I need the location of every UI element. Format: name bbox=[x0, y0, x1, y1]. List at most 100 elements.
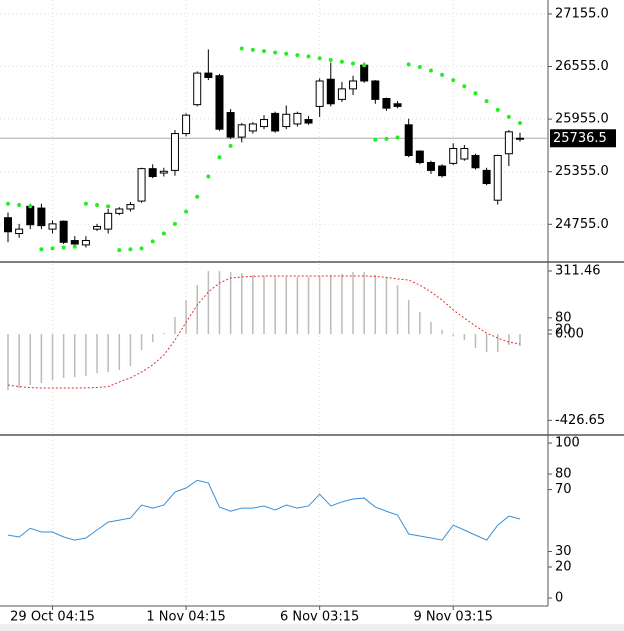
sar-dot bbox=[473, 91, 478, 96]
macd-bar bbox=[196, 285, 198, 335]
macd-bar bbox=[74, 334, 76, 378]
candle-body bbox=[326, 78, 335, 105]
candle-body bbox=[315, 80, 324, 107]
candle-body bbox=[226, 112, 235, 138]
macd-bar bbox=[374, 274, 377, 335]
macd-bar bbox=[218, 271, 221, 335]
last-price-label: 25736.5 bbox=[553, 131, 607, 146]
y-tick-label: -426.65 bbox=[555, 413, 605, 428]
macd-bar bbox=[285, 276, 288, 335]
sar-dot bbox=[462, 84, 467, 89]
y-tick-label: 80 bbox=[555, 467, 572, 482]
sar-dot bbox=[39, 247, 44, 252]
candle-body bbox=[59, 220, 68, 243]
macd-bar bbox=[207, 271, 210, 335]
macd-bar bbox=[274, 276, 276, 335]
candle-body bbox=[170, 133, 179, 171]
macd-bar bbox=[519, 334, 521, 346]
candle-body bbox=[70, 240, 79, 245]
y-tick-label: 0 bbox=[555, 591, 563, 606]
sar-dot bbox=[228, 143, 233, 148]
candle-body bbox=[516, 137, 524, 140]
sar-dot bbox=[328, 57, 333, 62]
y-tick-label: 30 bbox=[555, 544, 572, 559]
candle-body bbox=[137, 168, 146, 202]
sar-dot bbox=[262, 49, 266, 54]
sar-dot bbox=[451, 78, 456, 83]
scrollbar bbox=[0, 624, 624, 631]
rsi-line bbox=[7, 479, 521, 541]
x-tick-label: 29 Oct 04:15 bbox=[10, 610, 95, 625]
macd-bar bbox=[151, 334, 154, 343]
macd-bar bbox=[7, 334, 9, 391]
candle-body bbox=[81, 240, 90, 246]
macd-bar bbox=[419, 311, 421, 335]
macd-bar bbox=[185, 300, 187, 335]
sar-dot bbox=[106, 204, 111, 209]
macd-bar bbox=[474, 334, 477, 348]
candle-body bbox=[460, 147, 469, 160]
sar-dot bbox=[406, 62, 411, 67]
candle-body bbox=[493, 154, 502, 201]
sar-dot bbox=[72, 244, 77, 249]
sar-dot bbox=[395, 135, 400, 140]
candle-body bbox=[4, 217, 12, 233]
sar-dot bbox=[206, 174, 211, 179]
macd-bar bbox=[307, 276, 310, 335]
macd-bar bbox=[341, 273, 343, 335]
sar-dot bbox=[317, 56, 322, 61]
sar-dot bbox=[428, 68, 433, 73]
macd-bar bbox=[96, 334, 98, 374]
candle-body bbox=[204, 72, 213, 78]
sar-dot bbox=[161, 231, 166, 236]
macd-bar bbox=[40, 334, 43, 383]
candle-body bbox=[304, 119, 313, 124]
sar-dot bbox=[295, 53, 300, 58]
y-tick-label: 80 bbox=[555, 310, 572, 325]
macd-bar bbox=[163, 333, 165, 335]
y-tick-label: 100 bbox=[555, 436, 580, 451]
sar-dot bbox=[17, 203, 22, 208]
macd-bar bbox=[29, 334, 32, 386]
sar-dot bbox=[217, 155, 222, 160]
macd-bar bbox=[496, 334, 499, 353]
y-tick-label: 311.46 bbox=[555, 264, 601, 279]
candle-body bbox=[371, 80, 380, 100]
macd-bar bbox=[252, 274, 254, 335]
macd-bar bbox=[140, 334, 143, 351]
macd-bar bbox=[85, 334, 87, 377]
candle-body bbox=[260, 119, 268, 128]
macd-bar bbox=[508, 334, 510, 345]
macd-bar bbox=[240, 273, 243, 335]
candle-body bbox=[293, 112, 302, 125]
candle-body bbox=[237, 124, 246, 138]
y-tick-label: 20 bbox=[555, 560, 572, 575]
y-tick-label: 25955.0 bbox=[555, 112, 609, 127]
candle-body bbox=[404, 124, 413, 156]
macd-bar bbox=[129, 334, 132, 367]
sar-dot bbox=[362, 63, 367, 68]
candle-body bbox=[148, 168, 157, 178]
sar-dot bbox=[440, 72, 445, 77]
macd-bar bbox=[118, 334, 121, 371]
sar-dot bbox=[250, 47, 255, 52]
candle-body bbox=[93, 225, 102, 230]
sar-dot bbox=[384, 136, 389, 141]
last-price-box bbox=[550, 129, 616, 148]
y-tick-label: 25355.0 bbox=[555, 164, 609, 179]
macd-bar bbox=[18, 334, 20, 389]
sar-dot bbox=[172, 221, 177, 226]
macd-bar bbox=[396, 285, 399, 335]
sar-dot bbox=[351, 61, 356, 66]
candle-body bbox=[182, 114, 191, 135]
x-tick-label: 1 Nov 04:15 bbox=[146, 610, 225, 625]
candle-body bbox=[449, 147, 458, 164]
candle-body bbox=[337, 88, 346, 100]
macd-bar bbox=[330, 274, 332, 335]
sar-dot bbox=[495, 107, 500, 112]
sar-dot bbox=[139, 246, 144, 251]
sar-dot bbox=[284, 51, 289, 56]
macd-bar bbox=[174, 317, 176, 335]
candle-body bbox=[37, 207, 46, 227]
